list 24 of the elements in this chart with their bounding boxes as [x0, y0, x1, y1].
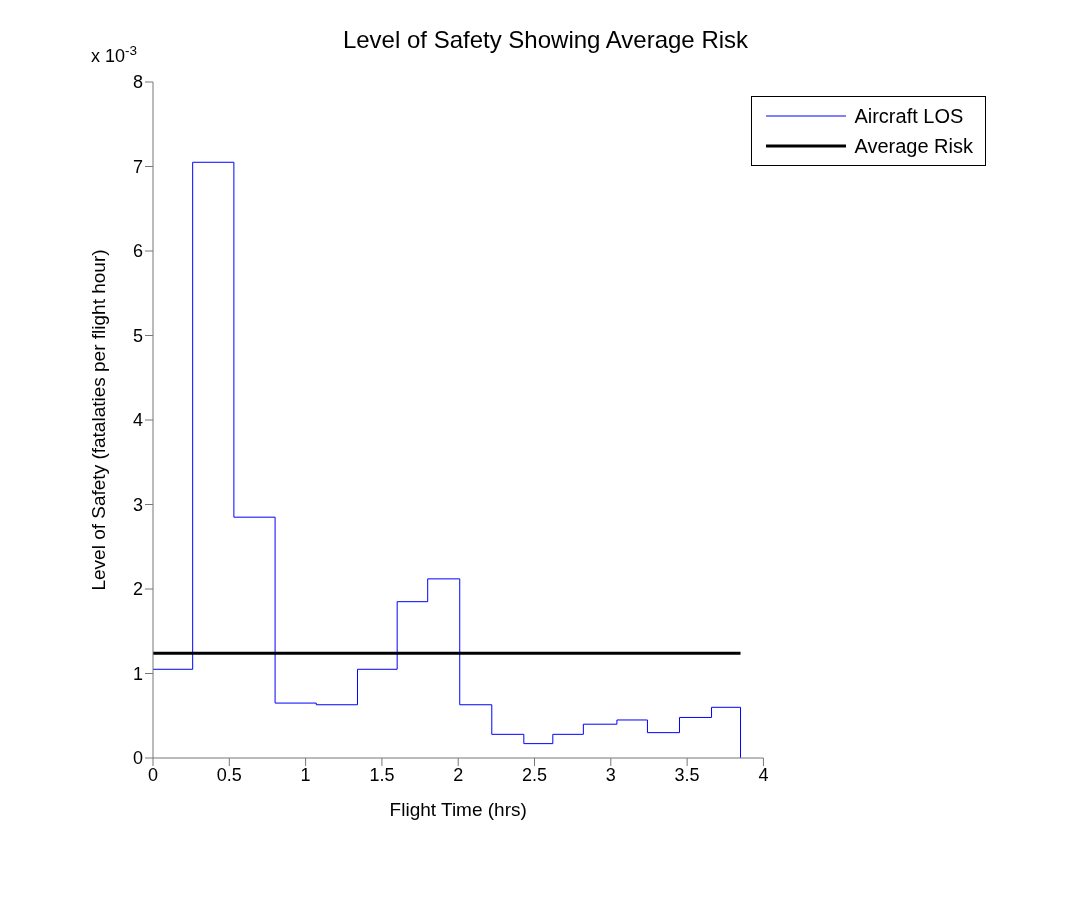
text: x 10$^{-3}$ — [91, 42, 138, 66]
y-tick-label: 8 — [132, 72, 143, 93]
legend-label: Aircraft LOS — [854, 104, 964, 128]
y-tick-label: 6 — [132, 241, 143, 262]
x-tick-label: 1.5 — [369, 764, 395, 785]
y-tick-label: 3 — [132, 494, 143, 515]
x-tick-label: 3 — [605, 764, 616, 785]
x-axis-title: Flight Time (hrs) — [389, 799, 527, 820]
y-tick-label: 0 — [132, 748, 143, 769]
x-tick-label: 2.5 — [522, 764, 548, 785]
y-tick-label: 4 — [132, 410, 143, 431]
y-tick-label: 7 — [132, 156, 143, 177]
x-tick-label: 0 — [147, 764, 159, 785]
x-tick-label: 0.5 — [216, 764, 242, 785]
chart-title: Level of Safety Showing Average Risk — [342, 26, 750, 53]
x-tick-label: 3.5 — [674, 764, 700, 785]
y-tick-label: 5 — [132, 325, 143, 346]
y-axis-title: Level of Safety (fatalaties per flight hour) — [87, 249, 109, 591]
x-tick-label: 4 — [758, 764, 769, 785]
legend-label: Average Risk — [854, 134, 973, 158]
x-tick-label: 1 — [300, 764, 311, 785]
y-tick-label: 2 — [132, 579, 143, 600]
x-tick-label: 2 — [453, 764, 464, 785]
y-tick-label: 1 — [132, 663, 143, 684]
